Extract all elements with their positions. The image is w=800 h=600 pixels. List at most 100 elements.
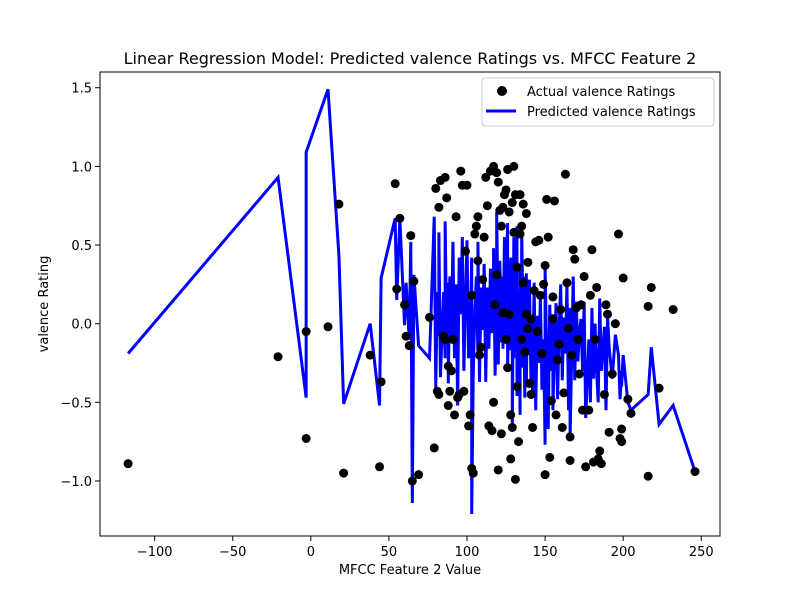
x-tick-label: 150: [533, 545, 558, 560]
actual-data-point: [489, 397, 499, 407]
actual-data-point: [392, 284, 402, 294]
actual-data-point: [456, 166, 466, 176]
actual-data-point: [604, 427, 614, 437]
actual-data-point: [440, 172, 450, 182]
actual-data-point: [565, 432, 575, 442]
actual-data-point: [523, 323, 533, 333]
actual-data-point: [535, 290, 545, 300]
actual-data-point: [323, 322, 333, 332]
y-axis: −1.0 −0.5 0.0 0.5 1.0 1.5: [60, 82, 100, 490]
actual-data-point: [504, 309, 514, 319]
legend-label-predicted: Predicted valence Ratings: [527, 105, 696, 120]
predicted-series-layer: [126, 88, 697, 514]
actual-data-point: [507, 198, 517, 208]
x-axis: −100 −50 0 50 100 150 200 250: [137, 536, 714, 560]
actual-data-point: [556, 305, 566, 315]
actual-data-point: [576, 300, 586, 310]
actual-data-point: [546, 396, 556, 406]
actual-data-point: [473, 256, 483, 266]
plot-frame: [99, 71, 721, 537]
actual-data-point: [540, 260, 550, 270]
actual-data-point: [643, 471, 653, 481]
actual-data-point: [460, 246, 470, 256]
actual-data-point: [487, 426, 497, 436]
actual-data-point: [440, 334, 450, 344]
actual-data-point: [401, 331, 411, 341]
actual-data-point: [467, 290, 477, 300]
actual-data-point: [567, 350, 577, 360]
actual-data-point: [643, 301, 653, 311]
actual-data-point: [623, 394, 633, 404]
actual-data-point: [409, 276, 419, 286]
actual-data-point: [528, 422, 538, 432]
legend: Actual valence Ratings Predicted valence…: [481, 77, 715, 127]
y-tick-label: 1.0: [71, 160, 92, 175]
actual-data-point: [493, 177, 503, 187]
actual-data-point: [473, 212, 483, 222]
legend-label-actual: Actual valence Ratings: [527, 85, 676, 100]
actual-data-point: [395, 213, 405, 223]
actual-data-point: [517, 334, 527, 344]
actual-data-point: [506, 454, 516, 464]
legend-marker-actual: [497, 86, 507, 96]
actual-data-point: [596, 459, 606, 469]
actual-data-point: [404, 341, 414, 351]
actual-data-point: [481, 172, 491, 182]
actual-data-point: [515, 229, 525, 239]
actual-data-point: [407, 476, 417, 486]
actual-data-point: [515, 190, 525, 200]
actual-data-point: [475, 350, 484, 360]
actual-data-point: [564, 323, 574, 333]
actual-data-point: [375, 462, 385, 472]
actual-data-point: [504, 207, 514, 217]
actual-data-point: [539, 279, 549, 289]
actual-data-point: [451, 212, 461, 222]
actual-data-point: [574, 369, 584, 379]
actual-data-point: [524, 378, 534, 388]
actual-data-point: [610, 319, 620, 329]
actual-data-point: [510, 474, 520, 484]
actual-data-point: [459, 386, 469, 396]
actual-data-point: [568, 245, 578, 255]
actual-data-point: [618, 273, 628, 283]
actual-data-point: [501, 334, 511, 344]
x-tick-label: 0: [307, 545, 315, 560]
actual-data-point: [526, 314, 536, 324]
actual-data-point: [595, 446, 605, 456]
actual-data-point: [603, 309, 613, 319]
actual-data-point: [376, 377, 386, 387]
actual-data-point: [493, 465, 503, 475]
x-tick-label: 100: [455, 545, 480, 560]
x-tick-label: −50: [219, 545, 246, 560]
actual-data-point: [548, 292, 558, 302]
actual-data-point: [514, 437, 524, 447]
actual-data-point: [532, 327, 542, 337]
actual-data-point: [334, 199, 344, 209]
actual-data-point: [617, 424, 627, 434]
actual-data-point: [434, 202, 444, 212]
actual-data-point: [446, 366, 456, 376]
x-tick-label: −100: [137, 545, 173, 560]
actual-data-point: [578, 405, 588, 415]
actual-data-point: [468, 468, 478, 478]
y-tick-label: −0.5: [60, 396, 92, 411]
x-tick-label: 200: [611, 545, 636, 560]
actual-data-point: [553, 355, 563, 365]
actual-data-point: [601, 300, 611, 310]
x-tick-label: 50: [381, 545, 398, 560]
actual-data-point: [434, 389, 444, 399]
actual-data-point: [592, 282, 602, 292]
actual-data-point: [450, 410, 460, 420]
actual-data-point: [301, 433, 311, 443]
x-axis-label: MFCC Feature 2 Value: [339, 563, 481, 578]
actual-data-point: [534, 235, 544, 245]
actual-data-point: [462, 180, 472, 190]
actual-data-point: [557, 422, 567, 432]
actual-data-point: [570, 254, 580, 264]
actual-data-point: [406, 231, 416, 241]
actual-data-point: [425, 312, 435, 322]
actual-data-point: [537, 349, 547, 359]
actual-data-point: [301, 327, 311, 337]
actual-data-point: [521, 209, 531, 219]
